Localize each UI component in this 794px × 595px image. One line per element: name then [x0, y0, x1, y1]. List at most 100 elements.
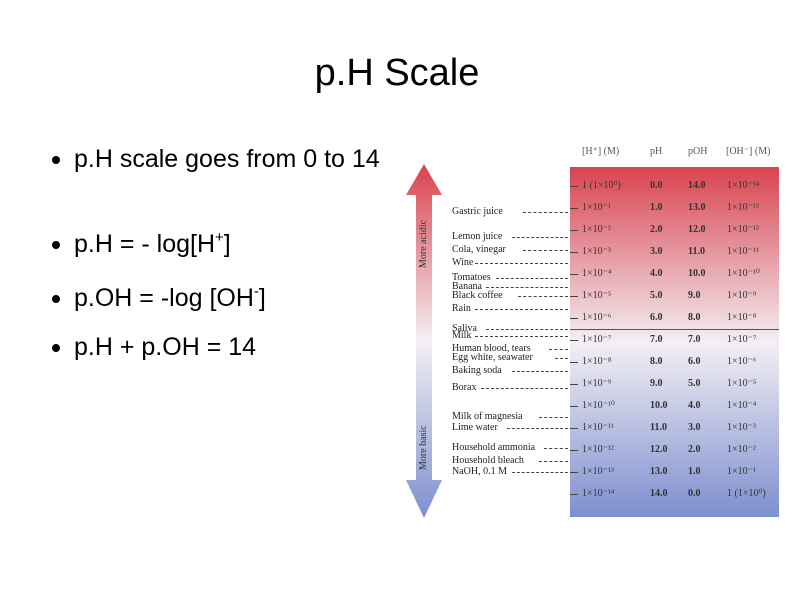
- scale-tick: [570, 186, 578, 187]
- substance-label: Egg white, seawater: [452, 351, 533, 363]
- scale-tick: [570, 318, 578, 319]
- oh-value: 1 (1×10⁰): [727, 488, 766, 499]
- h-value: 1×10⁻⁵: [582, 290, 612, 301]
- h-value: 1×10⁻³: [582, 246, 611, 257]
- oh-value: 1×10⁻⁹: [727, 290, 757, 301]
- substance-label: Tomatoes: [452, 272, 491, 284]
- scale-row: 1×10⁻⁹ 9.0 5.0 1×10⁻⁵: [570, 374, 779, 394]
- oh-value: 1×10⁻¹³: [727, 202, 759, 213]
- bullet-text: p.H + p.OH = 14: [74, 333, 257, 361]
- substance-leader-line: [507, 428, 568, 429]
- ph-value: 4.0: [650, 268, 663, 279]
- scale-tick: [570, 274, 578, 275]
- poh-value: 7.0: [688, 334, 701, 345]
- neutral-line: [570, 329, 779, 330]
- scale-row: 1×10⁻¹⁰ 10.0 4.0 1×10⁻⁴: [570, 396, 779, 416]
- substance-label: Baking soda: [452, 364, 502, 376]
- poh-value: 1.0: [688, 466, 701, 477]
- poh-value: 13.0: [688, 202, 706, 213]
- scale-background: [570, 167, 779, 517]
- ph-value: 14.0: [650, 488, 668, 499]
- h-value: 1×10⁻¹⁰: [582, 400, 615, 411]
- substance-leader-line: [538, 417, 568, 418]
- scale-row: 1×10⁻² 2.0 12.0 1×10⁻¹²: [570, 220, 779, 240]
- substance-label: NaOH, 0.1 M: [452, 466, 507, 477]
- bullet-item: p.H + p.OH = 14: [52, 331, 256, 364]
- h-value: 1×10⁻¹²: [582, 444, 614, 455]
- page-title: p.H Scale: [314, 52, 480, 94]
- ph-value: 7.0: [650, 334, 663, 345]
- scale-tick: [570, 230, 578, 231]
- poh-value: 6.0: [688, 356, 701, 367]
- bullet-text: p.OH = -log [OH: [74, 284, 254, 312]
- scale-tick: [570, 252, 578, 253]
- header-ph: pH: [650, 146, 663, 157]
- ph-value: 12.0: [650, 444, 668, 455]
- h-value: 1×10⁻¹¹: [582, 422, 614, 433]
- oh-value: 1×10⁻¹⁴: [727, 180, 760, 191]
- double-arrow-icon: [406, 164, 442, 518]
- bullet-text: ]: [223, 230, 231, 258]
- substance-label: Milk of magnesia: [452, 411, 523, 422]
- h-value: 1×10⁻¹⁴: [582, 488, 615, 499]
- bullet-item: p.OH = -log [OH-]: [52, 282, 266, 318]
- ph-scale-figure: [H⁺] (M) pH pOH [OH⁻] (M) More acidic Mo…: [400, 140, 785, 525]
- substance-label: Household ammonia: [452, 441, 536, 453]
- poh-value: 3.0: [688, 422, 701, 433]
- more-acidic-label: More acidic: [418, 219, 429, 268]
- substance-label: Rain: [452, 303, 471, 315]
- bullet-item: p.H = - log[H+]: [52, 228, 231, 264]
- substance-leader-line: [512, 472, 568, 473]
- more-basic-label: More basic: [418, 425, 429, 470]
- scale-tick: [570, 450, 578, 451]
- ph-value: 13.0: [650, 466, 668, 477]
- scale-row: 1×10⁻⁸ 8.0 6.0 1×10⁻⁶: [570, 352, 779, 372]
- ph-value: 11.0: [650, 422, 667, 433]
- scale-row: 1×10⁻⁷ 7.0 7.0 1×10⁻⁷: [570, 330, 779, 350]
- oh-value: 1×10⁻⁴: [727, 400, 757, 411]
- bullet-dot-icon: [52, 241, 60, 249]
- scale-tick: [570, 428, 578, 429]
- substance-leader-line: [485, 329, 568, 330]
- scale-row: 1×10⁻³ 3.0 11.0 1×10⁻¹¹: [570, 242, 779, 262]
- ph-value: 8.0: [650, 356, 663, 367]
- scale-row: 1×10⁻¹⁴ 14.0 0.0 1 (1×10⁰): [570, 484, 779, 504]
- scale-tick: [570, 472, 578, 473]
- header-poh: pOH: [688, 146, 708, 157]
- scale-tick: [570, 340, 578, 341]
- poh-value: 0.0: [688, 488, 701, 499]
- substance-leader-line: [496, 278, 568, 280]
- h-value: 1×10⁻⁷: [582, 334, 612, 345]
- substance-label: Lemon juice: [452, 230, 503, 242]
- superscript: +: [215, 229, 224, 246]
- poh-value: 12.0: [688, 224, 706, 235]
- h-value: 1×10⁻⁶: [582, 312, 612, 323]
- oh-value: 1×10⁻²: [727, 444, 756, 455]
- substance-label: Borax: [452, 382, 477, 394]
- substance-leader-line: [554, 357, 568, 359]
- oh-value: 1×10⁻¹: [727, 466, 756, 477]
- substance-leader-line: [475, 335, 568, 337]
- ph-value: 10.0: [650, 400, 668, 411]
- bullet-dot-icon: [52, 295, 60, 303]
- ph-value: 1.0: [650, 202, 663, 213]
- bullet-text: ]: [258, 284, 266, 312]
- substance-label: Lime water: [452, 422, 498, 433]
- scale-row: 1×10⁻¹³ 13.0 1.0 1×10⁻¹: [570, 462, 779, 482]
- poh-value: 8.0: [688, 312, 701, 323]
- substance-leader-line: [512, 236, 568, 238]
- scale-row: 1 (1×10⁰) 0.0 14.0 1×10⁻¹⁴: [570, 176, 779, 196]
- h-value: 1×10⁻¹³: [582, 466, 614, 477]
- scale-tick: [570, 406, 578, 407]
- oh-value: 1×10⁻³: [727, 422, 756, 433]
- header-h-concentration: [H⁺] (M): [582, 146, 620, 157]
- substance-label: Cola, vinegar: [452, 243, 506, 255]
- bullet-text: p.H scale goes from 0 to 14: [74, 145, 380, 173]
- substance-leader-line: [549, 348, 568, 350]
- oh-value: 1×10⁻¹⁰: [727, 268, 760, 279]
- scale-row: 1×10⁻⁶ 6.0 8.0 1×10⁻⁸: [570, 308, 779, 328]
- h-value: 1 (1×10⁰): [582, 180, 621, 191]
- substance-leader-line: [480, 388, 568, 390]
- substance-leader-line: [512, 370, 568, 372]
- substance-leader-line: [485, 287, 568, 289]
